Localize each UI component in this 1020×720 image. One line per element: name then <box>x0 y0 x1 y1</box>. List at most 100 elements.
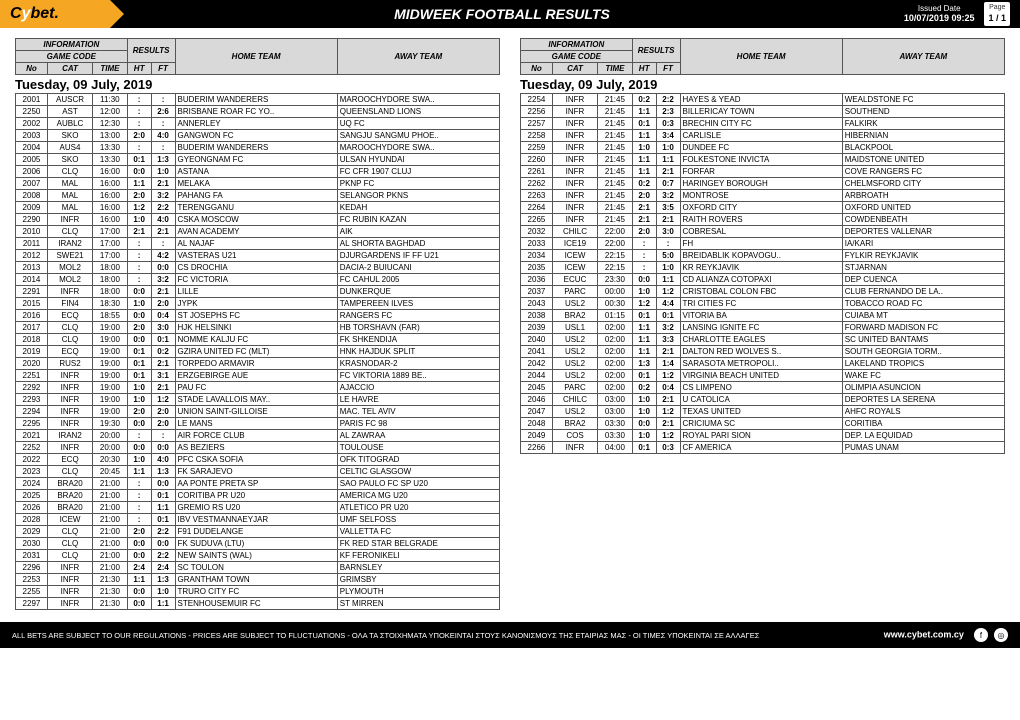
cell-no: 2252 <box>16 442 48 454</box>
cell-ht: 1:1 <box>127 178 151 190</box>
cell-ft: 4:2 <box>151 250 175 262</box>
result-row: 2291 INFR 18:00 0:0 2:1 LILLE DUNKERQUE <box>16 286 500 298</box>
result-row: 2258 INFR 21:45 1:1 3:4 CARLISLE HIBERNI… <box>521 130 1005 142</box>
hdr-ht: HT <box>632 63 656 75</box>
cell-time: 21:30 <box>93 586 128 598</box>
cell-ft: 4:0 <box>151 214 175 226</box>
title-wrap: MIDWEEK FOOTBALL RESULTS <box>110 0 894 28</box>
cell-cat: SKO <box>47 130 92 142</box>
cell-home: FORFAR <box>680 166 842 178</box>
cell-cat: CLQ <box>47 466 92 478</box>
cell-time: 16:00 <box>93 178 128 190</box>
result-row: 2028 ICEW 21:00 : 0:1 IBV VESTMANNAEYJAR… <box>16 514 500 526</box>
cell-cat: BRA20 <box>47 502 92 514</box>
cell-home: UNION SAINT-GILLOISE <box>175 406 337 418</box>
cell-ft: 2:1 <box>151 358 175 370</box>
cell-away: FC CFR 1907 CLUJ <box>337 166 499 178</box>
cell-home: ASTANA <box>175 166 337 178</box>
cell-ft: 2:1 <box>656 346 680 358</box>
cell-away: MAROOCHYDORE SWA.. <box>337 142 499 154</box>
cell-home: TRURO CITY FC <box>175 586 337 598</box>
cell-no: 2250 <box>16 106 48 118</box>
cell-ht: 1:3 <box>632 358 656 370</box>
cell-home: BUDERIM WANDERERS <box>175 94 337 106</box>
cell-ft: 1:2 <box>656 370 680 382</box>
cell-ft: 3:3 <box>656 334 680 346</box>
cell-cat: CLQ <box>47 334 92 346</box>
cell-cat: USL2 <box>552 370 597 382</box>
cell-ft: 1:1 <box>151 598 175 610</box>
result-row: 2252 INFR 20:00 0:0 0:0 AS BEZIERS TOULO… <box>16 442 500 454</box>
cell-cat: CLQ <box>47 166 92 178</box>
cell-home: SARASOTA METROPOLI.. <box>680 358 842 370</box>
cell-ft: 3:5 <box>656 202 680 214</box>
result-row: 2265 INFR 21:45 2:1 2:1 RAITH ROVERS COW… <box>521 214 1005 226</box>
cell-ht: : <box>127 430 151 442</box>
facebook-icon[interactable]: f <box>974 628 988 642</box>
cell-away: DEP CUENCA <box>842 274 1004 286</box>
cell-home: HJK HELSINKI <box>175 322 337 334</box>
cell-cat: IRAN2 <box>47 238 92 250</box>
cell-no: 2259 <box>521 142 553 154</box>
cell-time: 21:45 <box>598 94 633 106</box>
hdr-cat: CAT <box>47 63 92 75</box>
result-row: 2047 USL2 03:00 1:0 1:2 TEXAS UNITED AHF… <box>521 406 1005 418</box>
cell-away: WEALDSTONE FC <box>842 94 1004 106</box>
cell-ht: 2:1 <box>632 202 656 214</box>
cell-ft: 2:1 <box>656 214 680 226</box>
cell-away: MAC. TEL AVIV <box>337 406 499 418</box>
cell-no: 2006 <box>16 166 48 178</box>
cell-ht: : <box>632 238 656 250</box>
cell-ht: 1:0 <box>127 394 151 406</box>
cell-home: PAU FC <box>175 382 337 394</box>
results-header-table: INFORMATION RESULTS HOME TEAM AWAY TEAM … <box>15 38 500 75</box>
cell-cat: CLQ <box>47 526 92 538</box>
cell-ht: 2:0 <box>632 190 656 202</box>
result-row: 2009 MAL 16:00 1:2 2:2 TERENGGANU KEDAH <box>16 202 500 214</box>
cell-no: 2039 <box>521 322 553 334</box>
result-row: 2262 INFR 21:45 0:2 0:7 HARINGEY BOROUGH… <box>521 178 1005 190</box>
cell-ht: 1:1 <box>632 346 656 358</box>
cell-no: 2258 <box>521 130 553 142</box>
cell-cat: AUS4 <box>47 142 92 154</box>
result-row: 2297 INFR 21:30 0:0 1:1 STENHOUSEMUIR FC… <box>16 598 500 610</box>
cell-away: UQ FC <box>337 118 499 130</box>
cell-time: 21:45 <box>598 202 633 214</box>
cell-ft: 0:0 <box>151 442 175 454</box>
cell-away: CHELMSFORD CITY <box>842 178 1004 190</box>
cell-away: LAKELAND TROPICS <box>842 358 1004 370</box>
logo-dot: . <box>54 5 58 22</box>
instagram-icon[interactable]: ◎ <box>994 628 1008 642</box>
cell-no: 2020 <box>16 358 48 370</box>
cell-ft: 0:1 <box>151 514 175 526</box>
page-label: Page <box>988 4 1006 12</box>
cell-away: BARNSLEY <box>337 562 499 574</box>
cell-ht: 0:0 <box>127 310 151 322</box>
cell-ft: : <box>656 238 680 250</box>
cell-ht: 0:0 <box>127 418 151 430</box>
result-row: 2015 FIN4 18:30 1:0 2:0 JYPK TAMPEREEN I… <box>16 298 500 310</box>
result-row: 2001 AUSCR 11:30 : : BUDERIM WANDERERS M… <box>16 94 500 106</box>
cell-away: FC CAHUL 2005 <box>337 274 499 286</box>
result-row: 2292 INFR 19:00 1:0 2:1 PAU FC AJACCIO <box>16 382 500 394</box>
result-row: 2024 BRA20 21:00 : 0:0 AA PONTE PRETA SP… <box>16 478 500 490</box>
cell-home: PFC CSKA SOFIA <box>175 454 337 466</box>
hdr-time: TIME <box>93 63 128 75</box>
cell-no: 2025 <box>16 490 48 502</box>
cell-no: 2261 <box>521 166 553 178</box>
cell-time: 19:00 <box>93 370 128 382</box>
cell-home: HAYES & YEAD <box>680 94 842 106</box>
cell-no: 2041 <box>521 346 553 358</box>
cell-time: 18:00 <box>93 262 128 274</box>
cell-away: SELANGOR PKNS <box>337 190 499 202</box>
result-row: 2004 AUS4 13:30 : : BUDERIM WANDERERS MA… <box>16 142 500 154</box>
cell-no: 2033 <box>521 238 553 250</box>
cell-home: FOLKESTONE INVICTA <box>680 154 842 166</box>
cell-ft: : <box>151 142 175 154</box>
cell-home: COBRESAL <box>680 226 842 238</box>
cell-home: NOMME KALJU FC <box>175 334 337 346</box>
cell-home: SC TOULON <box>175 562 337 574</box>
cell-home: ST JOSEPHS FC <box>175 310 337 322</box>
cell-cat: MOL2 <box>47 274 92 286</box>
cell-no: 2008 <box>16 190 48 202</box>
